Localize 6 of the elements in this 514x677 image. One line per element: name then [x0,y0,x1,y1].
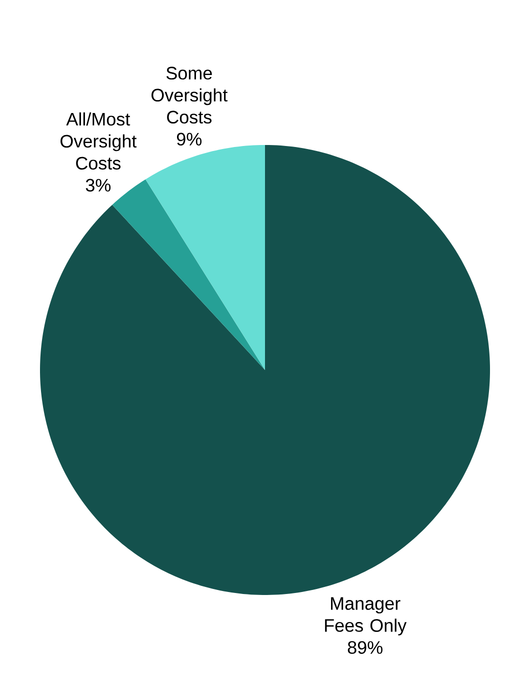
slice-label: Some Oversight Costs [152,66,228,124]
data-label: 9% [176,132,202,146]
slice-label: Manager Fees Only [325,597,407,636]
data-label: 3% [86,178,111,192]
slice-label: All/Most Oversight Costs [60,112,137,170]
data-label: 89% [348,641,382,654]
